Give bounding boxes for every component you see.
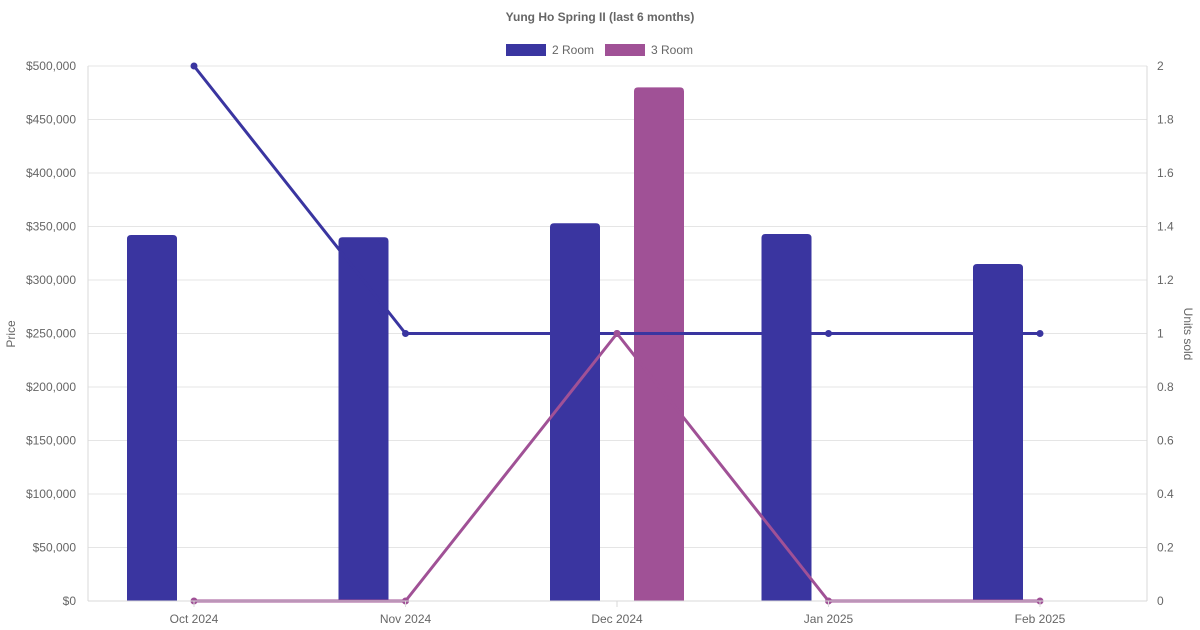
y-axis-right-tick-label: 0.2 [1157, 541, 1174, 555]
line-2-room [192, 64, 1042, 335]
y-axis-left-tick-label: $400,000 [26, 166, 76, 180]
y-axis-left-tick-label: $200,000 [26, 380, 76, 394]
y-axis-right-tick-label: 0.6 [1157, 434, 1174, 448]
y-axis-right-tick-label: 1.6 [1157, 166, 1174, 180]
y-axis-left-tick-label: $150,000 [26, 434, 76, 448]
y-axis-right-tick-label: 2 [1157, 59, 1164, 73]
bar-2-room [973, 263, 1023, 601]
axes-layer: $0 $50,000 $100,000 $150,000 $200,000 $250,00… [26, 59, 1174, 626]
chart-title: Yung Ho Spring II (last 6 months) [506, 10, 695, 24]
y-axis-left-tick-label: $0 [63, 594, 77, 608]
line-point-2-room [1036, 330, 1044, 337]
legend-layer: 2 Room 3 Room [506, 43, 693, 57]
y-axis-left-tick-label: $250,000 [26, 327, 76, 341]
y-axis-right-tick-label: 0.4 [1157, 487, 1174, 501]
x-axis-tick-label: Feb 2025 [1015, 612, 1066, 626]
bar-2-room [127, 235, 177, 601]
legend-swatch [605, 44, 645, 56]
bars-layer [127, 87, 1023, 602]
legend-item-3-room[interactable]: 3 Room [605, 43, 693, 57]
bar-3-room [634, 87, 684, 601]
y-axis-left-tick-label: $300,000 [26, 273, 76, 287]
y-axis-right-title: Units sold [1181, 308, 1195, 361]
bar-2-room [550, 223, 600, 602]
y-axis-left-tick-label: $100,000 [26, 487, 76, 501]
y-axis-left-title: Price [4, 320, 18, 348]
legend-swatch [506, 44, 546, 56]
y-axis-right-tick-label: 0 [1157, 594, 1164, 608]
line-point-3-room [613, 330, 621, 337]
legend-item-2-room[interactable]: 2 Room [506, 43, 594, 57]
y-axis-left-tick-label: $50,000 [33, 541, 77, 555]
bar-2-room [761, 233, 812, 602]
bar-2-room [338, 237, 389, 601]
line-point-2-room [190, 62, 198, 70]
y-axis-left-tick-label: $500,000 [26, 59, 76, 73]
x-axis-tick-label: Dec 2024 [591, 612, 643, 626]
y-axis-left-tick-label: $350,000 [26, 220, 76, 234]
x-axis-tick-label: Jan 2025 [804, 612, 854, 626]
y-axis-right-tick-label: 1.8 [1157, 113, 1174, 127]
y-axis-left-tick-label: $450,000 [26, 113, 76, 127]
legend-label: 3 Room [651, 43, 693, 57]
x-axis-tick-label: Oct 2024 [170, 612, 219, 626]
y-axis-right-tick-label: 0.8 [1157, 380, 1174, 394]
y-axis-right-tick-label: 1.4 [1157, 220, 1174, 234]
line-point-2-room [825, 330, 832, 337]
legend-label: 2 Room [552, 43, 594, 57]
line-point-2-room [402, 330, 409, 337]
y-axis-right-tick-label: 1.2 [1157, 273, 1174, 287]
y-axis-right-tick-label: 1 [1157, 327, 1164, 341]
line-3-room [192, 332, 1042, 603]
x-axis-tick-label: Nov 2024 [380, 612, 432, 626]
